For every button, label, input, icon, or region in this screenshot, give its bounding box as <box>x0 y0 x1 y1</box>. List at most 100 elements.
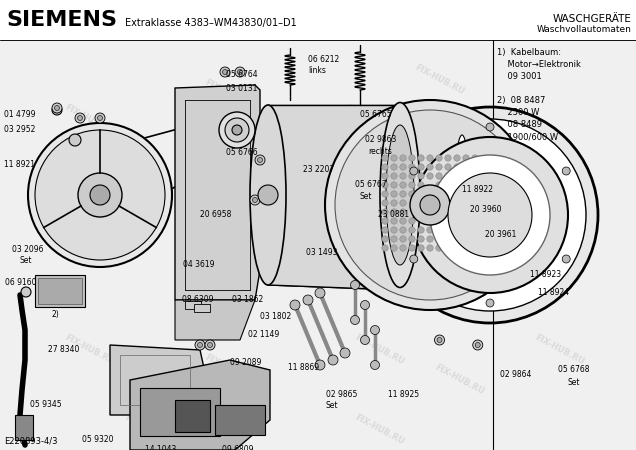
Circle shape <box>409 155 415 161</box>
Circle shape <box>391 245 398 251</box>
Circle shape <box>454 218 460 224</box>
Circle shape <box>418 155 424 161</box>
Text: SIEMENS: SIEMENS <box>6 10 117 30</box>
Text: 05 9345: 05 9345 <box>30 400 62 409</box>
Text: FIX-HUB.RU: FIX-HUB.RU <box>124 413 176 447</box>
Text: 20 3960: 20 3960 <box>470 205 502 214</box>
Circle shape <box>486 123 494 131</box>
Circle shape <box>562 167 570 175</box>
Circle shape <box>472 191 478 197</box>
Circle shape <box>409 191 415 197</box>
Circle shape <box>361 301 370 310</box>
Circle shape <box>391 164 398 170</box>
Circle shape <box>75 113 85 123</box>
Circle shape <box>97 116 102 121</box>
Circle shape <box>473 340 483 350</box>
Circle shape <box>250 195 260 205</box>
Circle shape <box>410 167 418 175</box>
Circle shape <box>290 300 300 310</box>
Circle shape <box>382 227 388 233</box>
Circle shape <box>418 245 424 251</box>
Circle shape <box>394 119 586 311</box>
Circle shape <box>195 340 205 350</box>
Text: 05 6765: 05 6765 <box>360 110 392 119</box>
Circle shape <box>400 218 406 224</box>
Circle shape <box>430 155 550 275</box>
Circle shape <box>454 209 460 215</box>
Circle shape <box>95 113 105 123</box>
Text: 03 1862: 03 1862 <box>232 295 263 304</box>
Circle shape <box>219 112 255 148</box>
Text: 01 4799: 01 4799 <box>4 110 36 119</box>
Circle shape <box>472 245 478 251</box>
Circle shape <box>90 185 110 205</box>
Circle shape <box>400 236 406 242</box>
Circle shape <box>418 236 424 242</box>
Circle shape <box>52 103 62 113</box>
Circle shape <box>340 348 350 358</box>
Text: 09 3001: 09 3001 <box>497 72 542 81</box>
Text: 11 8922: 11 8922 <box>462 185 493 194</box>
Text: 02 1149: 02 1149 <box>248 330 279 339</box>
Text: FIX-HUB.RU: FIX-HUB.RU <box>34 213 86 247</box>
Circle shape <box>463 173 469 179</box>
Text: 05 6766: 05 6766 <box>226 148 258 157</box>
Circle shape <box>205 340 215 350</box>
Circle shape <box>445 155 451 161</box>
Text: Waschvollautomaten: Waschvollautomaten <box>537 25 632 34</box>
Text: 11 8925: 11 8925 <box>388 390 419 399</box>
Circle shape <box>303 295 313 305</box>
Circle shape <box>315 360 325 370</box>
Circle shape <box>78 116 83 121</box>
Bar <box>38 278 82 304</box>
Circle shape <box>391 200 398 206</box>
Circle shape <box>454 155 460 161</box>
Circle shape <box>472 155 478 161</box>
Circle shape <box>409 164 415 170</box>
Polygon shape <box>130 360 270 450</box>
Circle shape <box>400 182 406 188</box>
Circle shape <box>427 155 433 161</box>
Bar <box>215 405 265 435</box>
Circle shape <box>55 105 60 111</box>
Circle shape <box>463 200 469 206</box>
Circle shape <box>21 287 31 297</box>
Circle shape <box>225 118 249 142</box>
Circle shape <box>328 355 338 365</box>
Circle shape <box>315 288 325 298</box>
Text: FIX-HUB.RU: FIX-HUB.RU <box>64 103 116 137</box>
Circle shape <box>463 164 469 170</box>
Circle shape <box>28 123 172 267</box>
Circle shape <box>235 67 245 77</box>
Circle shape <box>562 255 570 263</box>
Circle shape <box>382 155 388 161</box>
Text: WASCHGERÄTE: WASCHGERÄTE <box>553 14 632 24</box>
Circle shape <box>409 173 415 179</box>
Circle shape <box>409 236 415 242</box>
Circle shape <box>418 164 424 170</box>
Circle shape <box>472 236 478 242</box>
Text: 03 2952: 03 2952 <box>4 125 36 134</box>
Circle shape <box>382 107 598 323</box>
Text: 04 3619: 04 3619 <box>183 260 214 269</box>
Text: Set: Set <box>360 192 373 201</box>
Text: FIX-HUB.RU: FIX-HUB.RU <box>344 103 396 137</box>
Text: FIX-HUB.RU: FIX-HUB.RU <box>204 78 256 112</box>
Circle shape <box>463 182 469 188</box>
Text: 2): 2) <box>52 310 60 319</box>
Bar <box>0 0 636 40</box>
Bar <box>15 415 33 440</box>
Circle shape <box>454 191 460 197</box>
Circle shape <box>420 195 440 215</box>
Circle shape <box>436 182 442 188</box>
Text: 05 6767: 05 6767 <box>355 180 387 189</box>
Circle shape <box>325 100 535 310</box>
Circle shape <box>400 227 406 233</box>
Text: FIX-HUB.RU: FIX-HUB.RU <box>434 363 487 397</box>
Circle shape <box>258 185 278 205</box>
Circle shape <box>436 227 442 233</box>
Text: 23 0881: 23 0881 <box>378 210 409 219</box>
Text: FIX-HUB.RU: FIX-HUB.RU <box>204 353 256 387</box>
Circle shape <box>445 191 451 197</box>
Circle shape <box>472 218 478 224</box>
